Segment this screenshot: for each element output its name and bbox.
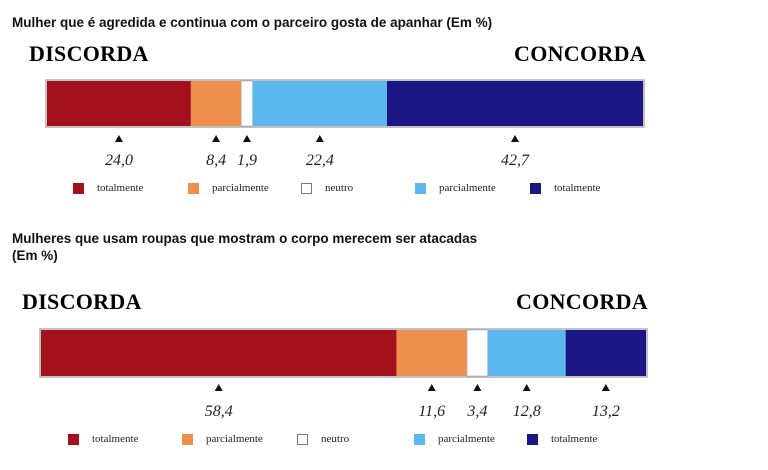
chart-1-legend-item-totally-disagree: totalmente <box>73 180 143 196</box>
chart-2-legend-item-totally-disagree: totalmente <box>68 431 138 447</box>
chart-1-legend-label-totally-disagree: totalmente <box>97 182 144 194</box>
chart-2-segment-totally-disagree <box>41 330 397 376</box>
chart-2-legend-swatch-partially-disagree <box>182 433 193 445</box>
chart-2-discorda-label: DISCORDA <box>22 289 142 314</box>
chart-2-concorda-label: CONCORDA <box>516 289 648 314</box>
chart-2-legend-swatch-totally-agree <box>527 433 538 445</box>
chart-2-legend-swatch-partially-agree <box>414 433 425 445</box>
chart-1-legend-label-totally-agree: totalmente <box>554 182 601 194</box>
chart-2-legend-item-partially-disagree: parcialmente <box>182 431 263 447</box>
chart-1-marker-partially-disagree <box>212 135 221 142</box>
chart-2-legend-label-partially-agree: parcialmente <box>438 433 495 445</box>
chart-2-segment-partially-agree <box>487 330 566 376</box>
chart-2-legend-label-totally-disagree: totalmente <box>92 433 139 445</box>
chart-1-segment-totally-disagree <box>47 81 191 126</box>
chart-2-legend-item-neutral: neutro <box>297 431 349 447</box>
chart-1-value-label-totally-agree: 42,7 <box>501 152 530 169</box>
chart-2-legend: totalmente parcialmente neutro parcialmente… <box>0 431 768 447</box>
chart-1-bar-outline <box>45 79 645 128</box>
chart-2-value-label-partially-agree: 12,8 <box>513 403 541 420</box>
chart-1-legend-swatch-partially-disagree <box>188 182 199 194</box>
chart-2-legend-item-partially-agree: parcialmente <box>414 431 495 447</box>
chart-1-stacked-bar: 24,0 8,4 1,9 22,4 42,7 <box>45 79 645 169</box>
chart-1-legend: totalmente parcialmente neutro parcialmente… <box>0 180 768 196</box>
chart-1-legend-swatch-totally-agree <box>530 182 541 194</box>
chart-1-legend-swatch-partially-agree <box>415 182 426 194</box>
chart-2-legend-label-partially-disagree: parcialmente <box>206 433 263 445</box>
chart-1-legend-item-partially-disagree: parcialmente <box>188 180 269 196</box>
chart-2-title-line-2: (Em %) <box>12 248 58 263</box>
chart-2-bar-outline <box>39 328 648 378</box>
chart-1-legend-label-partially-agree: parcialmente <box>439 182 496 194</box>
chart-1-legend-item-totally-agree: totalmente <box>530 180 600 196</box>
chart-1-segment-partially-disagree <box>190 81 242 126</box>
chart-2-legend-item-totally-agree: totalmente <box>527 431 597 447</box>
chart-1-value-label-partially-agree: 22,4 <box>306 152 334 169</box>
chart-2-title-line-1: Mulheres que usam roupas que mostram o c… <box>12 231 478 246</box>
chart-2-segment-neutral <box>466 329 489 377</box>
chart-2-marker-partially-agree <box>522 384 531 391</box>
chart-1-legend-item-neutral: neutro <box>301 180 353 196</box>
chart-1-segment-neutral <box>240 80 254 127</box>
chart-1-legend-item-partially-agree: parcialmente <box>415 180 496 196</box>
chart-1-title: Mulher que é agredida e continua com o p… <box>12 15 493 30</box>
chart-2-marker-partially-disagree <box>427 384 436 391</box>
chart-2-value-label-neutral: 3,4 <box>466 403 487 420</box>
chart-2-value-label-partially-disagree: 11,6 <box>418 403 445 420</box>
chart-1-value-label-partially-disagree: 8,4 <box>206 152 226 169</box>
chart-1-legend-swatch-totally-disagree <box>73 182 84 194</box>
chart-1-marker-neutral <box>242 135 251 142</box>
chart-2-legend-label-totally-agree: totalmente <box>551 433 598 445</box>
chart-1-value-label-totally-disagree: 24,0 <box>105 152 133 169</box>
chart-2-segment-totally-agree <box>565 330 646 376</box>
chart-2-marker-neutral <box>473 384 482 391</box>
chart-1-marker-totally-agree <box>510 135 519 142</box>
chart-1-segment-partially-agree <box>252 81 387 126</box>
chart-1-value-label-neutral: 1,9 <box>237 152 257 169</box>
chart-1-legend-label-neutral: neutro <box>325 182 354 194</box>
chart-2-segment-partially-disagree <box>396 330 468 376</box>
chart-2-value-label-totally-disagree: 58,4 <box>205 403 233 420</box>
chart-2-value-label-totally-agree: 13,2 <box>592 403 620 420</box>
chart-1-segment-totally-agree <box>386 81 643 126</box>
chart-2-marker-totally-disagree <box>214 384 223 391</box>
chart-1-concorda-label: CONCORDA <box>514 41 646 66</box>
chart-1-marker-partially-agree <box>315 135 324 142</box>
chart-2-legend-swatch-neutral <box>297 433 308 445</box>
chart-2-legend-swatch-totally-disagree <box>68 433 79 445</box>
chart-1-discorda-label: DISCORDA <box>29 41 149 66</box>
chart-2-legend-label-neutral: neutro <box>321 433 350 445</box>
chart-1-legend-label-partially-disagree: parcialmente <box>212 182 269 194</box>
chart-1-marker-totally-disagree <box>114 135 123 142</box>
chart-1-legend-swatch-neutral <box>301 182 312 194</box>
chart-2-marker-totally-agree <box>601 384 610 391</box>
chart-2-stacked-bar: 58,4 11,6 3,4 12,8 13,2 <box>39 328 648 420</box>
